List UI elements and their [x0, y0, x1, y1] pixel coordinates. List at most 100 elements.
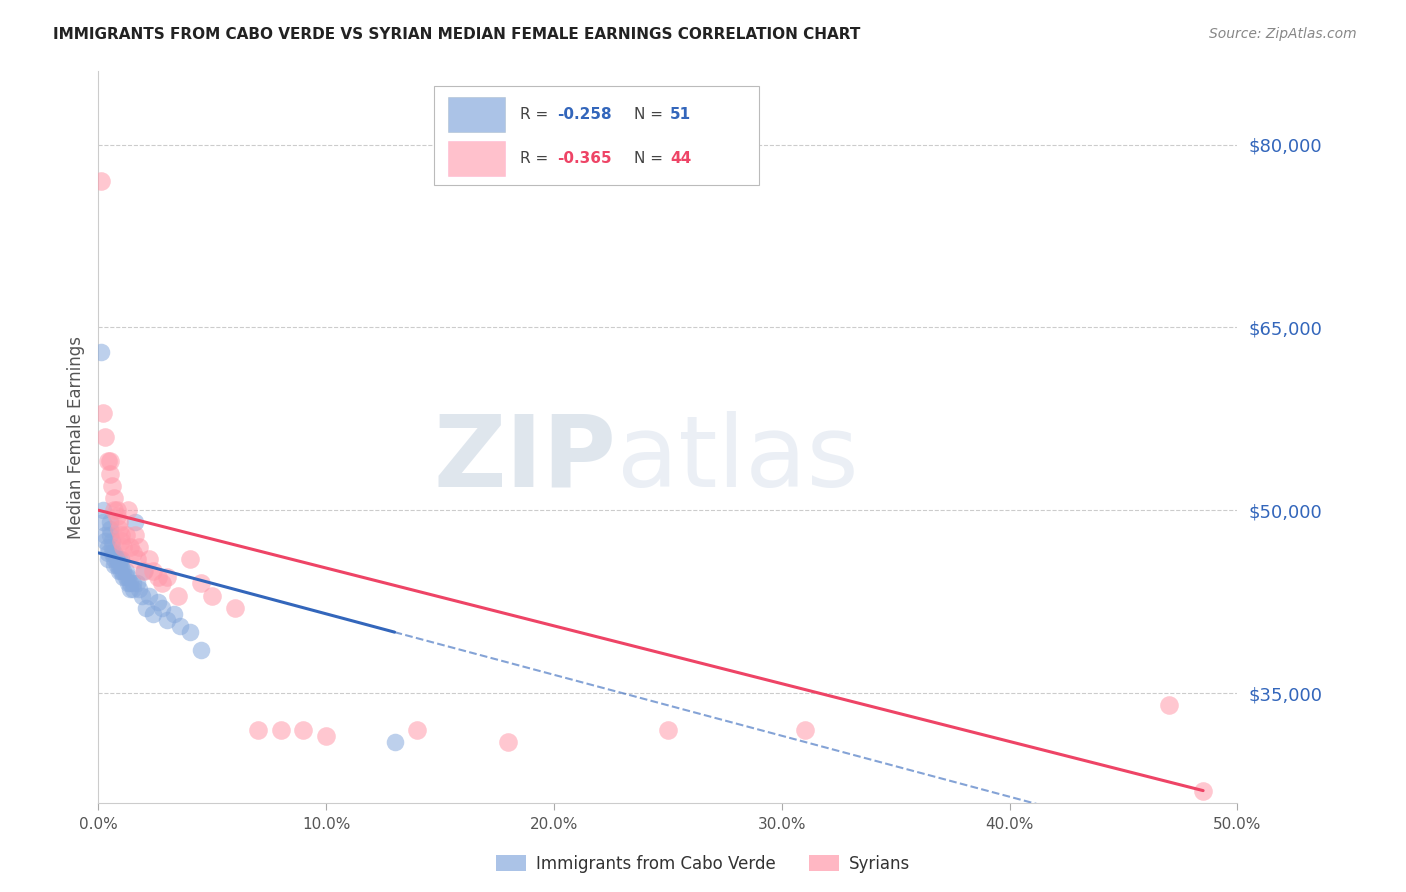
Point [169, 619, 191, 633]
Point [98, 467, 121, 481]
Point [138, 552, 160, 566]
Point [90, 344, 112, 359]
Text: R =: R = [520, 151, 553, 166]
Text: -0.365: -0.365 [557, 151, 612, 166]
Point [156, 613, 179, 627]
Point [142, 564, 165, 578]
Point [156, 570, 179, 584]
Point [224, 600, 246, 615]
Point [108, 521, 131, 535]
Point [91, 503, 114, 517]
Point [135, 600, 157, 615]
Point [120, 576, 142, 591]
Point [108, 552, 131, 566]
Point [112, 570, 135, 584]
Text: atlas: atlas [617, 410, 858, 508]
Point [108, 558, 131, 573]
Point [98, 521, 121, 535]
Point [105, 503, 128, 517]
Legend: Immigrants from Cabo Verde, Syrians: Immigrants from Cabo Verde, Syrians [489, 848, 917, 880]
Point [101, 479, 124, 493]
Point [96, 454, 118, 468]
Point [114, 564, 136, 578]
Point [190, 576, 212, 591]
Text: 51: 51 [671, 107, 692, 122]
Point [124, 516, 146, 530]
Point [146, 595, 169, 609]
Point [162, 607, 184, 621]
Point [179, 552, 201, 566]
Y-axis label: Median Female Earnings: Median Female Earnings [66, 335, 84, 539]
Point [98, 516, 121, 530]
Point [150, 600, 173, 615]
Point [121, 582, 143, 597]
Point [128, 540, 150, 554]
FancyBboxPatch shape [449, 97, 505, 132]
Point [103, 503, 125, 517]
Point [406, 723, 429, 737]
Point [167, 589, 190, 603]
Point [128, 582, 150, 597]
Point [117, 503, 139, 517]
Point [98, 527, 121, 541]
Point [108, 564, 131, 578]
Point [105, 552, 128, 566]
Point [150, 576, 173, 591]
FancyBboxPatch shape [449, 141, 505, 176]
Point [190, 643, 212, 657]
Point [132, 564, 155, 578]
Point [121, 576, 143, 591]
Point [103, 546, 125, 560]
Point [292, 723, 315, 737]
Point [103, 558, 125, 573]
Point [121, 546, 143, 560]
FancyBboxPatch shape [434, 86, 759, 185]
Point [146, 570, 169, 584]
Point [498, 735, 520, 749]
Point [384, 735, 406, 749]
Point [103, 491, 125, 505]
Point [120, 540, 142, 554]
Point [120, 582, 142, 597]
Point [110, 533, 132, 548]
Point [117, 576, 139, 591]
Point [98, 454, 121, 468]
Point [103, 552, 125, 566]
Point [793, 723, 815, 737]
Point [110, 552, 132, 566]
Point [96, 552, 118, 566]
Point [101, 533, 124, 548]
Text: ZIP: ZIP [433, 410, 617, 508]
Point [114, 570, 136, 584]
Point [270, 723, 292, 737]
Text: IMMIGRANTS FROM CABO VERDE VS SYRIAN MEDIAN FEMALE EARNINGS CORRELATION CHART: IMMIGRANTS FROM CABO VERDE VS SYRIAN MED… [53, 27, 860, 42]
Point [124, 527, 146, 541]
Point [105, 509, 128, 524]
Point [91, 406, 114, 420]
Text: Source: ZipAtlas.com: Source: ZipAtlas.com [1209, 27, 1357, 41]
Point [127, 552, 149, 566]
Text: 44: 44 [671, 151, 692, 166]
Point [131, 589, 153, 603]
Point [110, 558, 132, 573]
Point [110, 527, 132, 541]
Point [112, 540, 135, 554]
Point [101, 546, 124, 560]
Point [117, 570, 139, 584]
Point [132, 564, 155, 578]
Point [101, 540, 124, 554]
Point [246, 723, 269, 737]
Point [127, 576, 149, 591]
Point [114, 527, 136, 541]
Point [179, 625, 201, 640]
Point [142, 607, 165, 621]
Point [112, 564, 135, 578]
Point [657, 723, 679, 737]
Point [105, 558, 128, 573]
Point [96, 546, 118, 560]
Text: R =: R = [520, 107, 553, 122]
Point [1157, 698, 1180, 713]
Point [201, 589, 224, 603]
Point [138, 589, 160, 603]
Point [94, 533, 117, 548]
